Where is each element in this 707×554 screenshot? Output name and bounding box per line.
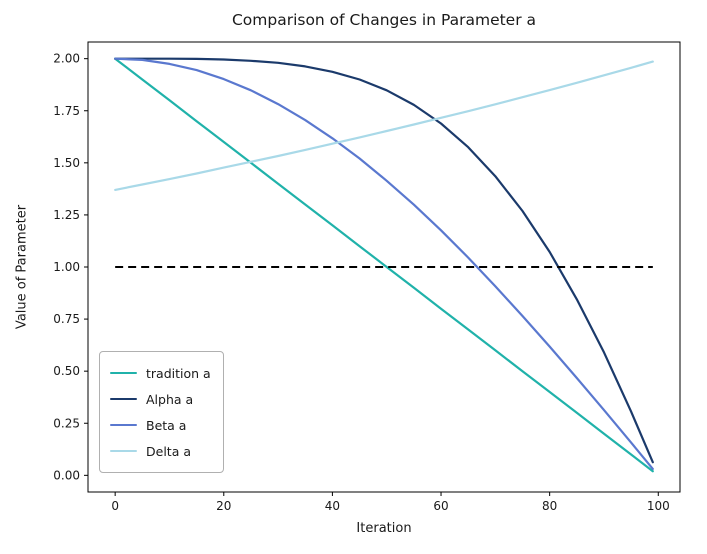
y-tick-label: 0.50 — [53, 364, 80, 378]
y-tick-label: 1.50 — [53, 156, 80, 170]
y-tick-label: 2.00 — [53, 52, 80, 66]
y-tick-label: 0.00 — [53, 468, 80, 482]
legend-item: Delta a — [110, 438, 211, 464]
legend-line-swatch — [110, 423, 137, 427]
y-tick-label: 0.75 — [53, 312, 80, 326]
x-tick-label: 20 — [216, 499, 231, 513]
legend-label: Alpha a — [146, 391, 194, 407]
legend-line-swatch — [110, 397, 137, 401]
series-line-beta-a — [114, 57, 654, 470]
legend-line-swatch — [110, 371, 137, 375]
y-tick-label: 1.75 — [53, 104, 80, 118]
legend-label: Beta a — [146, 417, 187, 433]
x-tick-label: 40 — [325, 499, 340, 513]
legend: tradition a Alpha a Beta a Delta a — [99, 351, 224, 473]
series-line-tradition-a — [114, 57, 654, 473]
legend-line-swatch — [110, 449, 137, 453]
y-tick-label: 0.25 — [53, 416, 80, 430]
legend-item: Alpha a — [110, 386, 211, 412]
legend-item: tradition a — [110, 360, 211, 386]
x-tick-label: 80 — [542, 499, 557, 513]
x-tick-label: 60 — [433, 499, 448, 513]
legend-label: tradition a — [146, 365, 211, 381]
legend-label: Delta a — [146, 443, 191, 459]
x-tick-label: 0 — [111, 499, 119, 513]
y-axis-label: Value of Parameter — [14, 204, 30, 330]
legend-item: Beta a — [110, 412, 211, 438]
series-line-alpha-a — [114, 57, 654, 464]
y-tick-label: 1.00 — [53, 260, 80, 274]
x-axis-label: Iteration — [356, 521, 412, 536]
series-line-delta-a — [114, 60, 654, 191]
y-tick-label: 1.25 — [53, 208, 80, 222]
x-tick-label: 100 — [647, 499, 670, 513]
chart-title: Comparison of Changes in Parameter a — [231, 11, 537, 29]
